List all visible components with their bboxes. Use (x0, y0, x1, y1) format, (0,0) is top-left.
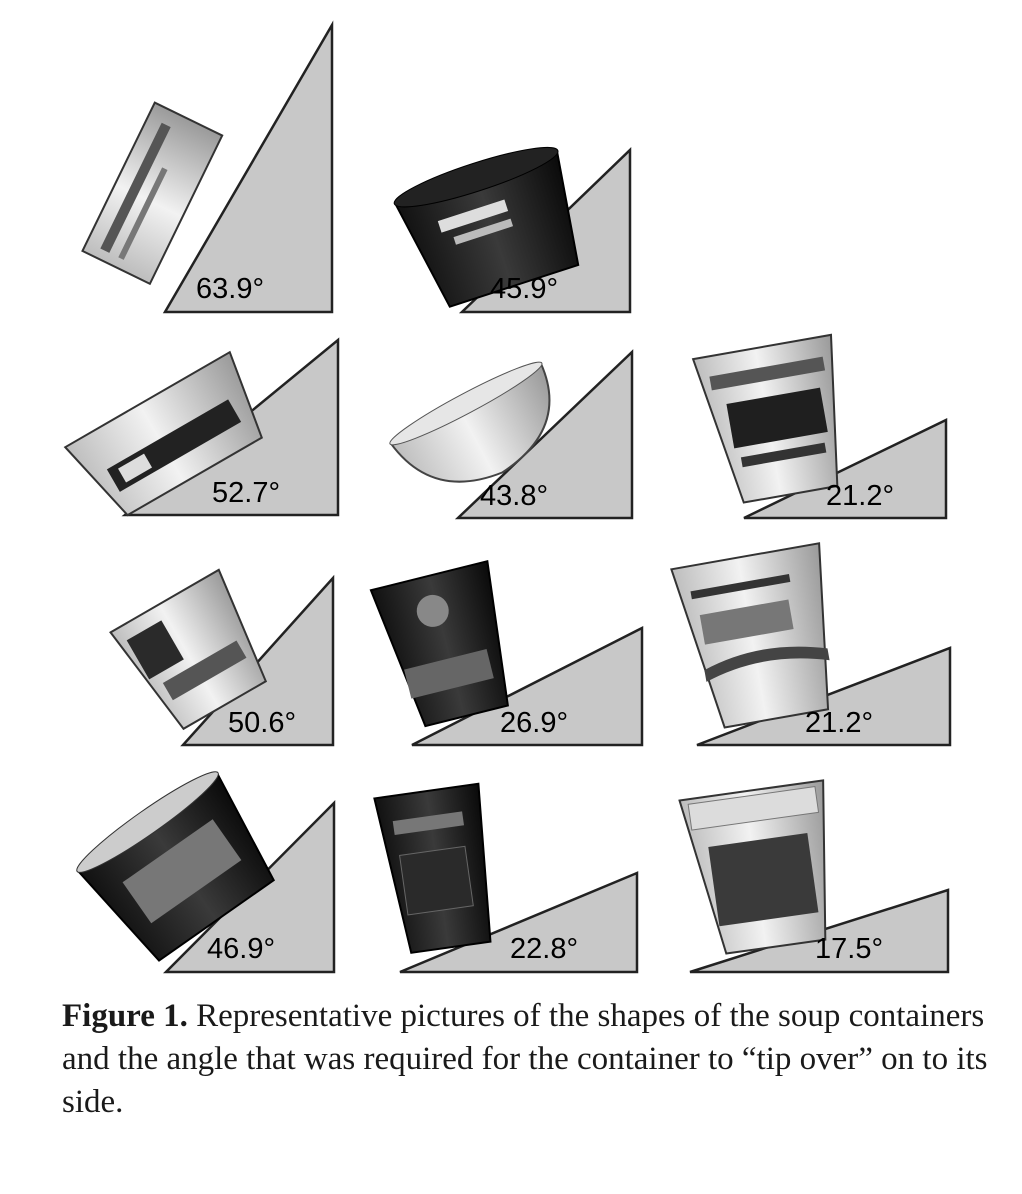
panel-2: 45.9° (393, 146, 632, 314)
container-dark-tall-cup (373, 782, 492, 954)
container-dark-cup (369, 559, 509, 728)
panel-9: 46.9° (76, 771, 336, 974)
panel-6: 50.6° (109, 568, 335, 747)
container-flat-box (81, 101, 224, 286)
panel-7: 26.9° (369, 559, 644, 747)
container-dark-bowl (393, 146, 580, 308)
angle-label: 52.7° (212, 477, 280, 509)
angle-label: 45.9° (490, 273, 558, 305)
panel-8: 21.2° (670, 542, 952, 747)
angle-label: 21.2° (805, 707, 873, 739)
container-noodle-cup (678, 779, 827, 955)
angle-label: 22.8° (510, 933, 578, 965)
ramp (454, 349, 634, 520)
angle-label: 43.8° (480, 480, 548, 512)
container-white-cup (670, 542, 830, 729)
container-white-bowl (389, 361, 551, 483)
panel-11: 17.5° (678, 779, 950, 974)
panel-1: 63.9° (81, 20, 334, 314)
angle-label: 63.9° (196, 273, 264, 305)
ramp (399, 871, 639, 974)
caption-label: Figure 1. (62, 998, 188, 1034)
angle-label: 46.9° (207, 933, 275, 965)
figure-1-illustration: 63.9° 45.9° 52.7° 43.8° (63, 20, 952, 974)
panel-4: 43.8° (389, 349, 634, 520)
angle-label: 50.6° (228, 707, 296, 739)
container-round-bowl (76, 771, 276, 962)
container-wide-bowl (63, 350, 264, 517)
angle-label: 17.5° (815, 933, 883, 965)
panel-10: 22.8° (373, 782, 639, 974)
panel-5: 21.2° (691, 333, 948, 520)
container-tall-cup (691, 333, 839, 504)
figure-caption: Figure 1. Representative pictures of the… (62, 995, 992, 1124)
angle-label: 21.2° (826, 480, 894, 512)
angle-label: 26.9° (500, 707, 568, 739)
ramp (162, 20, 334, 314)
caption-text: Representative pictures of the shapes of… (62, 998, 988, 1120)
panel-3: 52.7° (63, 337, 340, 517)
container-medium-cup (109, 568, 268, 731)
